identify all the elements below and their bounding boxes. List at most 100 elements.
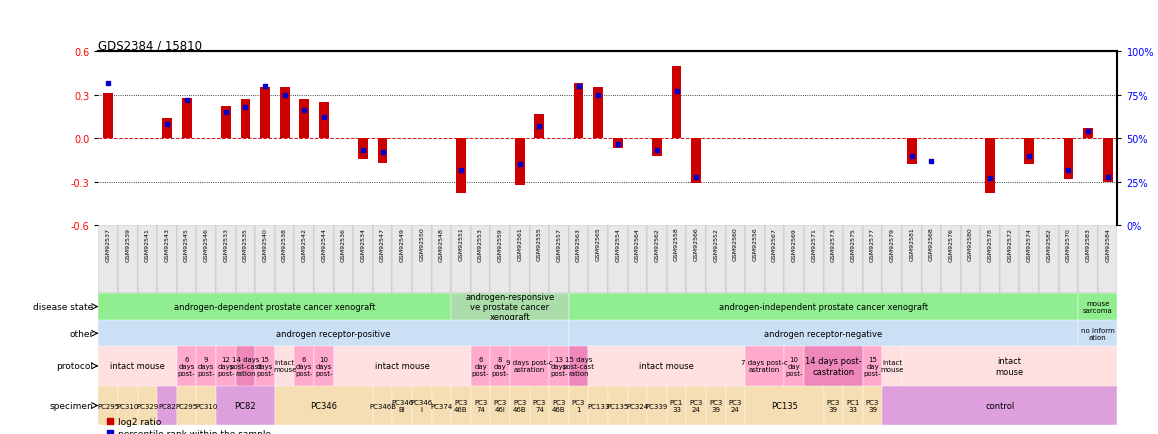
Bar xyxy=(907,139,917,165)
Bar xyxy=(241,100,250,139)
Bar xyxy=(261,88,270,139)
Text: GSM92581: GSM92581 xyxy=(909,227,914,261)
Bar xyxy=(569,293,1078,321)
Text: 14 days
post-cast
ration: 14 days post-cast ration xyxy=(229,356,262,376)
Text: control: control xyxy=(985,401,1014,410)
Bar xyxy=(745,386,823,425)
Text: GSM92578: GSM92578 xyxy=(988,227,992,261)
Bar xyxy=(274,226,294,293)
Text: 14 days post-
castration: 14 days post- castration xyxy=(805,356,862,376)
Text: GSM92553: GSM92553 xyxy=(478,227,483,261)
Text: 6
days
post-: 6 days post- xyxy=(178,356,196,376)
Bar xyxy=(569,346,588,386)
Bar xyxy=(1078,321,1117,346)
Text: GSM92584: GSM92584 xyxy=(1105,227,1111,261)
Bar xyxy=(961,226,981,293)
Bar xyxy=(922,226,941,293)
Bar xyxy=(98,293,452,321)
Bar xyxy=(1025,139,1034,165)
Text: GDS2384 / 15810: GDS2384 / 15810 xyxy=(98,39,203,52)
Text: specimen: specimen xyxy=(50,401,94,410)
Text: PC3
74: PC3 74 xyxy=(533,399,547,412)
Bar xyxy=(981,226,999,293)
Bar xyxy=(882,386,1117,425)
Bar xyxy=(784,226,804,293)
Text: GSM92579: GSM92579 xyxy=(889,227,895,261)
Text: GSM92567: GSM92567 xyxy=(772,227,777,261)
Bar xyxy=(882,226,902,293)
Bar xyxy=(294,346,314,386)
Bar xyxy=(432,386,452,425)
Bar xyxy=(452,386,471,425)
Bar xyxy=(672,66,681,139)
Text: GSM92561: GSM92561 xyxy=(518,227,522,261)
Bar xyxy=(490,346,510,386)
Bar xyxy=(515,139,525,185)
Text: 10
day
post-: 10 day post- xyxy=(785,356,802,376)
Bar xyxy=(98,321,569,346)
Text: GSM92563: GSM92563 xyxy=(576,227,581,261)
Bar xyxy=(902,346,1117,386)
Bar xyxy=(314,346,334,386)
Text: GSM92552: GSM92552 xyxy=(713,227,718,261)
Bar xyxy=(941,226,961,293)
Bar xyxy=(318,103,329,139)
Bar xyxy=(378,139,388,164)
Bar xyxy=(628,226,647,293)
Text: PC3
24: PC3 24 xyxy=(689,399,703,412)
Bar xyxy=(162,118,171,139)
Bar xyxy=(608,386,628,425)
Text: GSM92549: GSM92549 xyxy=(400,227,404,261)
Text: disease state: disease state xyxy=(34,302,94,311)
Bar xyxy=(882,346,902,386)
Bar xyxy=(804,226,823,293)
Text: intact mouse: intact mouse xyxy=(110,362,166,371)
Bar xyxy=(412,226,432,293)
Text: GSM92568: GSM92568 xyxy=(929,227,933,261)
Bar xyxy=(784,346,804,386)
Bar xyxy=(274,346,294,386)
Bar xyxy=(432,226,452,293)
Text: GSM92540: GSM92540 xyxy=(263,227,267,261)
Bar xyxy=(588,386,608,425)
Text: 6
day
post-: 6 day post- xyxy=(471,356,490,376)
Bar xyxy=(628,386,647,425)
Text: PC374: PC374 xyxy=(431,403,453,408)
Text: 6
days
post-: 6 days post- xyxy=(295,356,313,376)
Text: GSM92569: GSM92569 xyxy=(792,227,797,261)
Bar xyxy=(182,99,191,139)
Text: GSM92557: GSM92557 xyxy=(557,227,562,261)
Bar xyxy=(471,226,490,293)
Bar xyxy=(1078,226,1098,293)
Text: GSM92571: GSM92571 xyxy=(812,227,816,261)
Text: GSM92574: GSM92574 xyxy=(1027,227,1032,261)
Bar xyxy=(452,293,569,321)
Bar xyxy=(98,346,177,386)
Bar xyxy=(393,226,412,293)
Bar xyxy=(221,107,230,139)
Text: 15 days
post-cast
ration: 15 days post-cast ration xyxy=(563,356,594,376)
Text: GSM92533: GSM92533 xyxy=(223,227,228,261)
Bar xyxy=(235,226,255,293)
Text: PC1
33: PC1 33 xyxy=(669,399,683,412)
Bar xyxy=(549,386,569,425)
Text: mouse
sarcoma: mouse sarcoma xyxy=(1083,300,1113,313)
Text: GSM92539: GSM92539 xyxy=(125,227,131,261)
Text: GSM92546: GSM92546 xyxy=(204,227,208,261)
Bar xyxy=(613,139,623,149)
Bar xyxy=(1063,139,1073,180)
Bar xyxy=(608,226,628,293)
Text: PC310: PC310 xyxy=(195,403,218,408)
Text: androgen receptor-positive: androgen receptor-positive xyxy=(277,329,390,338)
Text: PC3
46B: PC3 46B xyxy=(552,399,566,412)
Bar xyxy=(490,226,510,293)
Text: GSM92566: GSM92566 xyxy=(694,227,698,261)
Bar xyxy=(691,139,701,184)
Text: 8
day
post-: 8 day post- xyxy=(491,356,508,376)
Text: GSM92560: GSM92560 xyxy=(733,227,738,261)
Bar xyxy=(510,226,529,293)
Bar xyxy=(843,226,863,293)
Bar xyxy=(549,226,569,293)
Bar xyxy=(217,226,235,293)
Bar xyxy=(529,386,549,425)
